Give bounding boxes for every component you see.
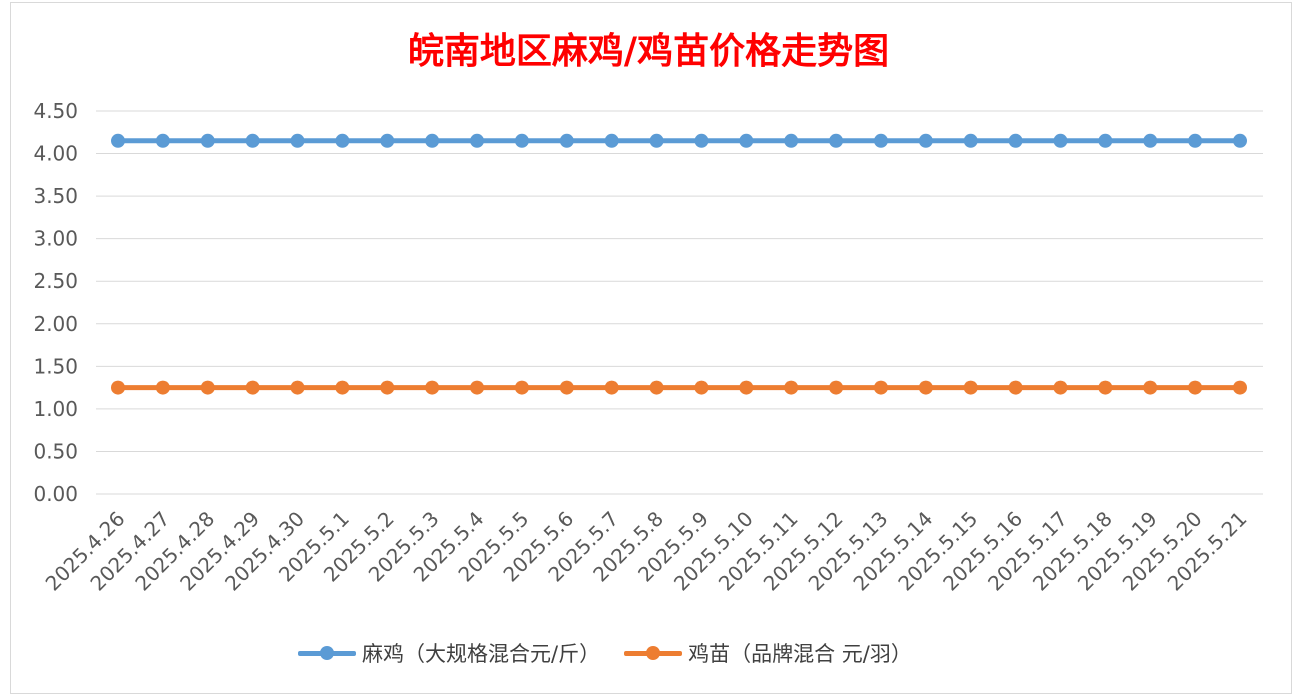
data-point-series-1-9 [514, 133, 529, 148]
data-point-series-1-2 [200, 133, 215, 148]
data-point-series-1-16 [829, 133, 844, 148]
legend-item-series-1[interactable]: 麻鸡（大规格混合元/斤） [298, 638, 600, 668]
legend[interactable]: 麻鸡（大规格混合元/斤） 鸡苗（品牌混合 元/羽） [298, 638, 936, 668]
data-point-series-1-20 [1008, 133, 1023, 148]
data-point-series-1-6 [380, 133, 395, 148]
y-tick-label-5: 2.50 [33, 269, 78, 293]
data-point-series-2-24 [1188, 380, 1203, 395]
legend-item-series-2[interactable]: 鸡苗（品牌混合 元/羽） [624, 638, 912, 668]
y-tick-label-2: 1.00 [33, 397, 78, 421]
data-point-series-1-24 [1188, 133, 1203, 148]
data-point-series-2-15 [784, 380, 799, 395]
data-point-series-2-25 [1233, 380, 1247, 395]
data-point-series-1-8 [470, 133, 485, 148]
legend-label-series-1: 麻鸡（大规格混合元/斤） [362, 642, 601, 666]
data-point-series-1-1 [155, 133, 170, 148]
data-point-series-2-16 [829, 380, 844, 395]
data-point-series-2-10 [559, 380, 574, 395]
data-point-series-2-0 [111, 380, 125, 395]
data-point-series-1-14 [739, 133, 754, 148]
legend-swatch-series-2 [624, 638, 683, 668]
data-point-series-2-8 [470, 380, 485, 395]
data-point-series-1-25 [1233, 133, 1247, 148]
data-point-series-2-3 [245, 380, 260, 395]
legend-label-series-2: 鸡苗（品牌混合 元/羽） [688, 642, 912, 666]
y-tick-label-8: 4.00 [33, 142, 78, 166]
chart-area[interactable] [10, 2, 1292, 694]
y-tick-label-1: 0.50 [33, 439, 78, 463]
data-point-series-2-11 [604, 380, 619, 395]
data-point-series-2-21 [1053, 380, 1068, 395]
chart-title: 皖南地区麻鸡/鸡苗价格走势图 [407, 30, 890, 72]
data-point-series-2-7 [425, 380, 440, 395]
y-tick-label-9: 4.50 [33, 99, 78, 123]
data-point-series-2-17 [873, 380, 888, 395]
data-point-series-1-4 [290, 133, 305, 148]
data-point-series-2-13 [694, 380, 709, 395]
data-point-series-1-21 [1053, 133, 1068, 148]
data-point-series-2-1 [155, 380, 170, 395]
y-tick-label-6: 3.00 [33, 227, 78, 251]
data-point-series-2-9 [514, 380, 529, 395]
data-point-series-1-3 [245, 133, 260, 148]
data-point-series-2-12 [649, 380, 664, 395]
y-tick-label-3: 1.50 [33, 354, 78, 378]
data-point-series-1-13 [694, 133, 709, 148]
data-point-series-2-14 [739, 380, 754, 395]
data-point-series-2-19 [963, 380, 978, 395]
data-point-series-2-5 [335, 380, 350, 395]
data-point-series-1-19 [963, 133, 978, 148]
data-point-series-1-10 [559, 133, 574, 148]
y-tick-label-7: 3.50 [33, 184, 78, 208]
data-point-series-1-18 [918, 133, 933, 148]
data-point-series-1-12 [649, 133, 664, 148]
data-point-series-1-15 [784, 133, 799, 148]
data-point-series-1-5 [335, 133, 350, 148]
data-point-series-1-7 [425, 133, 440, 148]
data-point-series-2-20 [1008, 380, 1023, 395]
data-point-series-2-22 [1098, 380, 1113, 395]
legend-swatch-series-1 [298, 638, 356, 668]
data-point-series-2-6 [380, 380, 395, 395]
data-point-series-2-2 [200, 380, 215, 395]
data-point-series-1-0 [111, 133, 125, 148]
y-tick-label-4: 2.00 [33, 312, 78, 336]
data-point-series-1-17 [873, 133, 888, 148]
data-point-series-2-4 [290, 380, 305, 395]
data-point-series-1-22 [1098, 133, 1113, 148]
data-point-series-2-23 [1143, 380, 1158, 395]
data-point-series-2-18 [918, 380, 933, 395]
y-tick-label-0: 0.00 [33, 482, 78, 506]
data-point-series-1-11 [604, 133, 619, 148]
data-point-series-1-23 [1143, 133, 1158, 148]
